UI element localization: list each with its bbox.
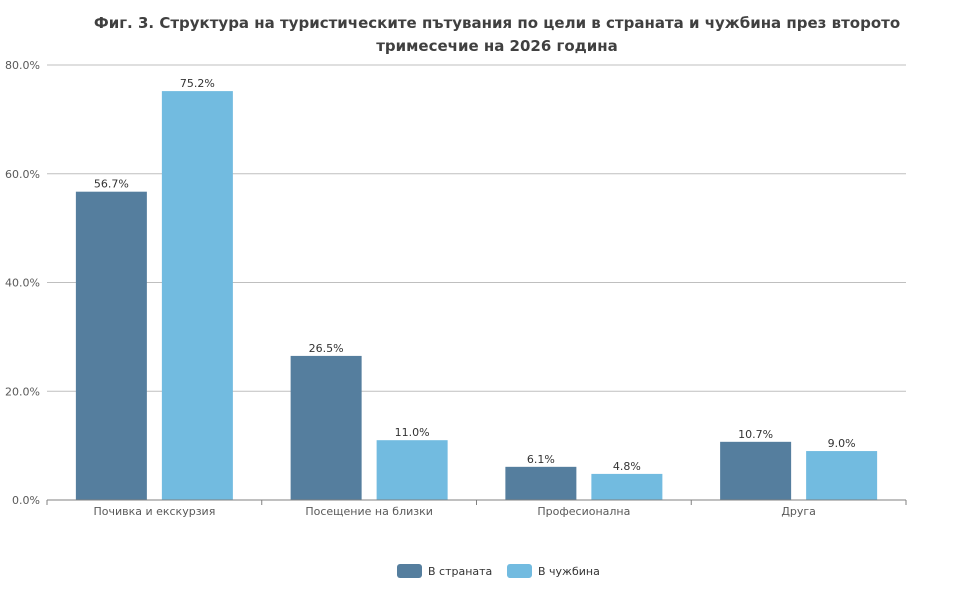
legend-label: В страната — [428, 565, 492, 578]
category-label: Посещение на близки — [305, 505, 433, 518]
data-label: 6.1% — [527, 453, 555, 466]
chart-title-line2: тримесечие на 2026 година — [376, 37, 618, 55]
data-label: 75.2% — [180, 77, 215, 90]
chart-title-line1: Фиг. 3. Структура на туристическите пъту… — [94, 14, 900, 32]
bar — [505, 466, 577, 500]
data-label: 9.0% — [828, 437, 856, 450]
data-label: 11.0% — [395, 426, 430, 439]
bar — [720, 441, 792, 500]
bar — [376, 440, 448, 500]
data-label: 26.5% — [309, 342, 344, 355]
legend: В страната В чужбина — [397, 564, 600, 578]
bar — [806, 451, 878, 500]
bar — [591, 473, 663, 500]
category-label: Почивка и екскурзия — [93, 505, 215, 518]
legend-swatch — [397, 564, 422, 578]
y-tick-label: 0.0% — [12, 494, 40, 507]
bars: 56.7% 75.2% 26.5% 11.0% 6.1% 4.8% 10.7% 9.0% — [75, 77, 878, 500]
data-label: 56.7% — [94, 178, 129, 191]
legend-swatch — [507, 564, 532, 578]
y-tick-label: 20.0% — [5, 385, 40, 398]
y-tick-label: 40.0% — [5, 277, 40, 290]
y-axis-ticks: 0.0% 20.0% 40.0% 60.0% 80.0% — [5, 59, 40, 507]
category-label: Професионална — [537, 505, 630, 518]
bar — [161, 91, 233, 500]
y-tick-label: 60.0% — [5, 168, 40, 181]
y-tick-label: 80.0% — [5, 59, 40, 72]
category-label: Друга — [781, 505, 816, 518]
bar — [75, 191, 147, 500]
data-label: 10.7% — [738, 428, 773, 441]
bar — [290, 355, 362, 500]
legend-label: В чужбина — [538, 565, 600, 578]
x-axis: Почивка и екскурзия Посещение на близки Пр… — [46, 499, 907, 518]
data-label: 4.8% — [613, 460, 641, 473]
